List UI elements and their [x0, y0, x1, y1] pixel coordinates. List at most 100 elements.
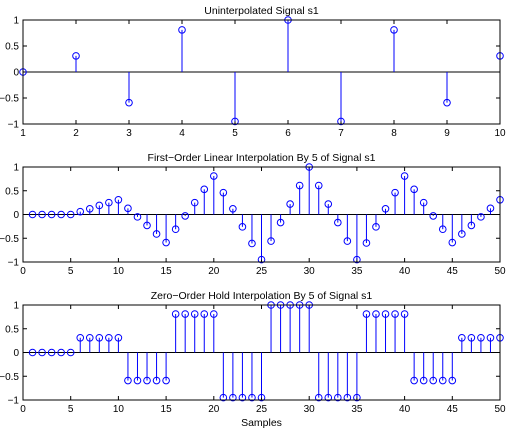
stem-marker [38, 348, 46, 357]
y-tick-label: 0 [13, 348, 19, 359]
stem-marker [438, 376, 447, 385]
stem-marker [334, 393, 342, 402]
y-tick-label: 1 [13, 16, 19, 27]
subplot-title: Zero−Order Hold Interpolation By 5 of Si… [151, 290, 373, 302]
stem-marker [133, 376, 142, 385]
stem-marker [267, 237, 275, 245]
x-tick-label: 4 [179, 128, 185, 139]
stem-marker [238, 393, 247, 402]
x-tick-label: 50 [494, 404, 506, 415]
stem-marker [467, 333, 476, 342]
stem-marker [124, 376, 132, 385]
x-tick-label: 25 [256, 266, 268, 277]
stem-marker [486, 204, 495, 213]
stem-marker [381, 205, 390, 213]
stem-marker [295, 181, 304, 190]
stem-marker [372, 223, 380, 231]
x-tick-label: 50 [494, 266, 506, 277]
y-tick-label: −0.5 [0, 372, 19, 383]
stem-marker [143, 376, 151, 385]
stem-marker [28, 348, 37, 357]
stem-marker [105, 333, 113, 342]
stem-marker [458, 333, 466, 342]
stem-marker [229, 393, 237, 402]
stem-marker [200, 185, 209, 194]
x-tick-label: 35 [351, 266, 363, 277]
stem-marker [448, 238, 457, 247]
y-tick-label: −0.5 [0, 94, 19, 105]
stem-marker [181, 310, 189, 318]
x-tick-label: 25 [256, 404, 268, 415]
x-tick-label: 10 [113, 266, 125, 277]
stem-marker [314, 181, 323, 190]
axes-frame [22, 304, 501, 401]
stem-marker [124, 204, 132, 213]
stem-marker [343, 393, 352, 402]
stem-marker [381, 310, 390, 318]
stem-marker [238, 223, 247, 231]
stem-marker [443, 98, 451, 107]
stem-marker [362, 239, 371, 247]
subplot-3: Zero−Order Hold Interpolation By 5 of Si… [0, 290, 506, 429]
stem-marker [57, 210, 65, 219]
y-tick-label: 1 [13, 163, 19, 174]
stem-marker [28, 210, 37, 219]
x-tick-label: 20 [208, 404, 220, 415]
stem-marker [477, 213, 485, 221]
subplot-1: Uninterpolated Signal s11 2 3 4 5 6 7 8 9 10−1−0.… [0, 5, 506, 139]
x-tick-label: 20 [208, 266, 220, 277]
y-tick-label: 0 [13, 68, 19, 79]
stem-marker [114, 195, 123, 204]
stem-marker [372, 310, 380, 318]
stem-marker [152, 376, 161, 385]
stem-marker [178, 26, 186, 34]
stem-marker [362, 310, 371, 318]
stem-marker [467, 221, 476, 230]
stem-marker [143, 221, 151, 230]
stem-marker [114, 333, 123, 342]
x-tick-label: 5 [232, 128, 238, 139]
stem-marker [105, 198, 113, 207]
stem-marker [85, 205, 94, 213]
x-tick-label: 0 [20, 266, 26, 277]
axes-frame [22, 19, 501, 125]
stem-marker [219, 188, 228, 197]
x-tick-label: 9 [444, 128, 450, 139]
y-tick-label: 1 [13, 301, 19, 312]
stem-marker [419, 198, 428, 207]
stem-marker [391, 188, 399, 197]
stem-marker [47, 210, 56, 219]
stem-marker [162, 376, 170, 385]
stem-marker [419, 376, 428, 385]
stem-marker [448, 376, 457, 385]
stem-marker [171, 310, 180, 318]
y-tick-label: −1 [8, 396, 20, 407]
axes-frame [22, 166, 501, 263]
stem-marker [219, 393, 228, 402]
stem-marker [458, 230, 466, 238]
stem-marker [248, 239, 256, 248]
stem-marker [337, 117, 345, 126]
x-tick-label: 2 [73, 128, 79, 139]
stem-marker [429, 212, 438, 220]
stem-marker [248, 393, 256, 402]
stem-marker [72, 52, 80, 60]
subplot-2: First−Order Linear Interpolation By 5 of… [0, 152, 506, 277]
stem-marker [438, 225, 447, 234]
stem-marker [390, 26, 398, 34]
stem-marker [334, 218, 342, 227]
stem-marker [210, 310, 218, 318]
x-tick-label: 5 [68, 404, 74, 415]
subplot-title: Uninterpolated Signal s1 [204, 5, 319, 17]
stem-marker [410, 376, 418, 385]
stem-marker [95, 201, 104, 210]
stem-marker [353, 393, 361, 402]
x-tick-label: 35 [351, 404, 363, 415]
y-tick-label: −0.5 [0, 234, 19, 245]
stem-marker [257, 393, 266, 402]
stem-marker [486, 333, 495, 342]
stem-marker [286, 200, 294, 208]
stem-marker [47, 348, 56, 357]
stem-marker [85, 333, 94, 342]
